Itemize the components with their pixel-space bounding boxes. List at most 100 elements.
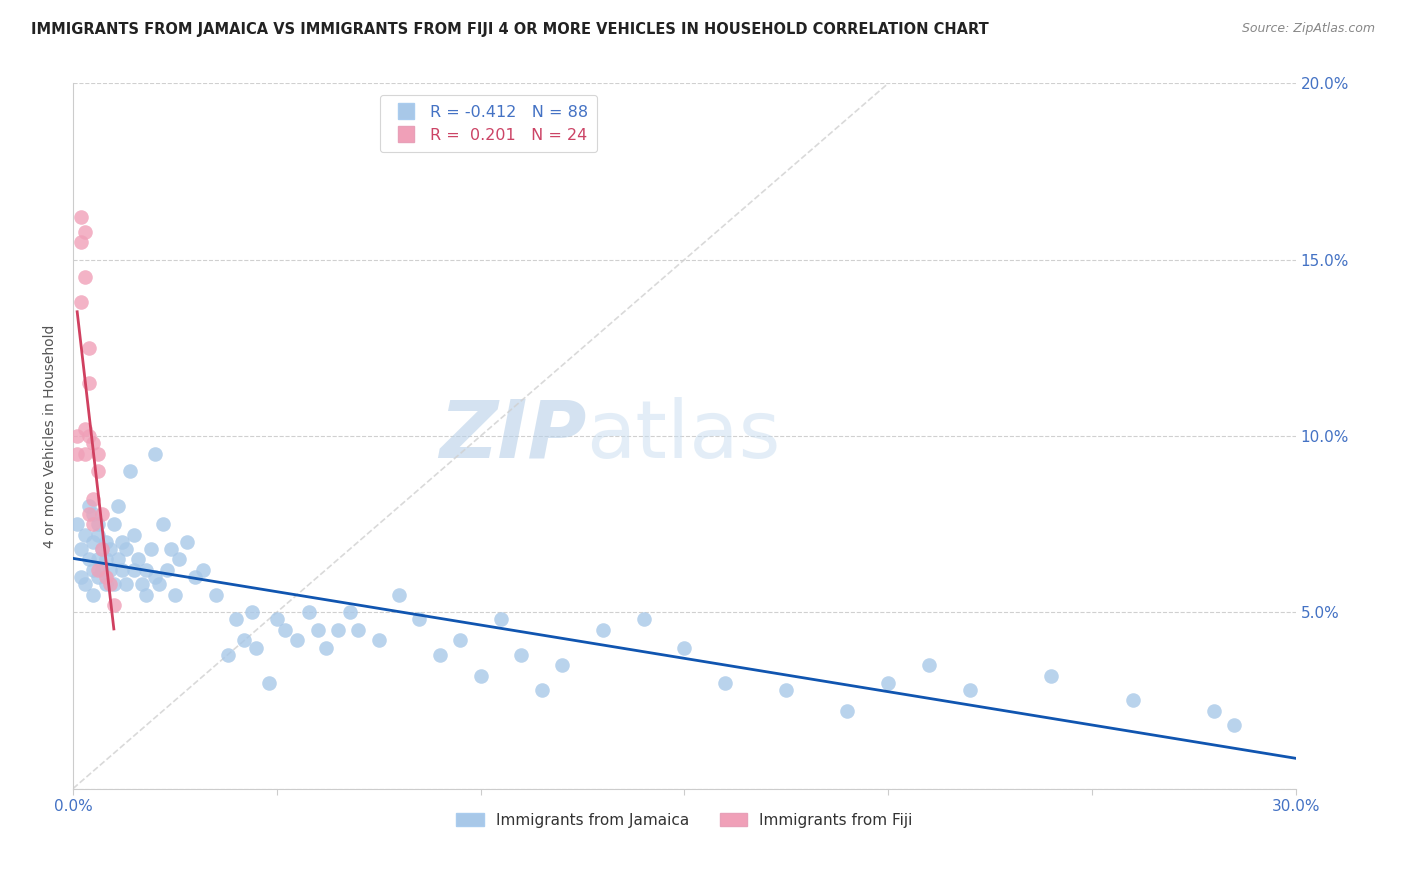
Point bbox=[107, 500, 129, 514]
Point bbox=[551, 658, 574, 673]
Point bbox=[90, 563, 112, 577]
Point bbox=[592, 623, 614, 637]
Point bbox=[70, 541, 93, 556]
Point bbox=[714, 675, 737, 690]
Point bbox=[139, 541, 162, 556]
Point bbox=[131, 577, 153, 591]
Point bbox=[160, 541, 183, 556]
Point bbox=[122, 527, 145, 541]
Legend: Immigrants from Jamaica, Immigrants from Fiji: Immigrants from Jamaica, Immigrants from… bbox=[450, 806, 918, 834]
Point bbox=[70, 235, 93, 249]
Point bbox=[449, 633, 471, 648]
Point bbox=[257, 675, 280, 690]
Point bbox=[79, 507, 101, 521]
Point bbox=[959, 682, 981, 697]
Point bbox=[82, 436, 104, 450]
Point bbox=[242, 605, 264, 619]
Point bbox=[274, 623, 297, 637]
Point bbox=[918, 658, 941, 673]
Point bbox=[107, 552, 129, 566]
Point bbox=[86, 570, 108, 584]
Point bbox=[408, 612, 430, 626]
Point bbox=[79, 341, 101, 355]
Text: atlas: atlas bbox=[586, 397, 780, 475]
Point bbox=[217, 648, 239, 662]
Point bbox=[204, 588, 226, 602]
Point bbox=[66, 429, 89, 443]
Point bbox=[103, 517, 125, 532]
Point bbox=[193, 563, 215, 577]
Point bbox=[115, 541, 138, 556]
Point bbox=[298, 605, 321, 619]
Point bbox=[66, 447, 89, 461]
Point bbox=[673, 640, 696, 655]
Point bbox=[367, 633, 389, 648]
Text: ZIP: ZIP bbox=[439, 397, 586, 475]
Point bbox=[1204, 704, 1226, 718]
Point bbox=[90, 507, 112, 521]
Point bbox=[86, 563, 108, 577]
Y-axis label: 4 or more Vehicles in Household: 4 or more Vehicles in Household bbox=[44, 325, 58, 548]
Point bbox=[184, 570, 207, 584]
Point bbox=[135, 588, 157, 602]
Point bbox=[339, 605, 361, 619]
Point bbox=[70, 211, 93, 225]
Point bbox=[75, 422, 97, 436]
Point bbox=[86, 527, 108, 541]
Point bbox=[82, 492, 104, 507]
Point bbox=[775, 682, 797, 697]
Point bbox=[94, 552, 117, 566]
Point bbox=[103, 577, 125, 591]
Point bbox=[1122, 693, 1144, 707]
Point bbox=[326, 623, 349, 637]
Point bbox=[94, 577, 117, 591]
Point bbox=[233, 633, 256, 648]
Text: Source: ZipAtlas.com: Source: ZipAtlas.com bbox=[1241, 22, 1375, 36]
Point bbox=[79, 500, 101, 514]
Point bbox=[152, 517, 174, 532]
Point bbox=[167, 552, 190, 566]
Point bbox=[111, 563, 134, 577]
Point bbox=[75, 270, 97, 285]
Point bbox=[1040, 669, 1063, 683]
Point bbox=[66, 517, 89, 532]
Point bbox=[122, 563, 145, 577]
Point bbox=[90, 541, 112, 556]
Point bbox=[115, 577, 138, 591]
Point bbox=[82, 517, 104, 532]
Point bbox=[266, 612, 288, 626]
Point bbox=[70, 570, 93, 584]
Point bbox=[530, 682, 553, 697]
Text: IMMIGRANTS FROM JAMAICA VS IMMIGRANTS FROM FIJI 4 OR MORE VEHICLES IN HOUSEHOLD : IMMIGRANTS FROM JAMAICA VS IMMIGRANTS FR… bbox=[31, 22, 988, 37]
Point bbox=[75, 225, 97, 239]
Point bbox=[103, 598, 125, 612]
Point bbox=[347, 623, 370, 637]
Point bbox=[111, 534, 134, 549]
Point bbox=[176, 534, 198, 549]
Point bbox=[70, 295, 93, 310]
Point bbox=[127, 552, 149, 566]
Point bbox=[75, 447, 97, 461]
Point bbox=[156, 563, 179, 577]
Point bbox=[79, 552, 101, 566]
Point bbox=[143, 447, 166, 461]
Point bbox=[489, 612, 512, 626]
Point bbox=[98, 577, 121, 591]
Point bbox=[94, 534, 117, 549]
Point bbox=[98, 541, 121, 556]
Point bbox=[470, 669, 492, 683]
Point bbox=[510, 648, 533, 662]
Point bbox=[86, 552, 108, 566]
Point bbox=[79, 429, 101, 443]
Point bbox=[86, 464, 108, 478]
Point bbox=[245, 640, 267, 655]
Point bbox=[315, 640, 337, 655]
Point bbox=[82, 588, 104, 602]
Point bbox=[429, 648, 451, 662]
Point bbox=[148, 577, 170, 591]
Point bbox=[307, 623, 329, 637]
Point bbox=[82, 534, 104, 549]
Point bbox=[86, 447, 108, 461]
Point bbox=[75, 527, 97, 541]
Point bbox=[225, 612, 247, 626]
